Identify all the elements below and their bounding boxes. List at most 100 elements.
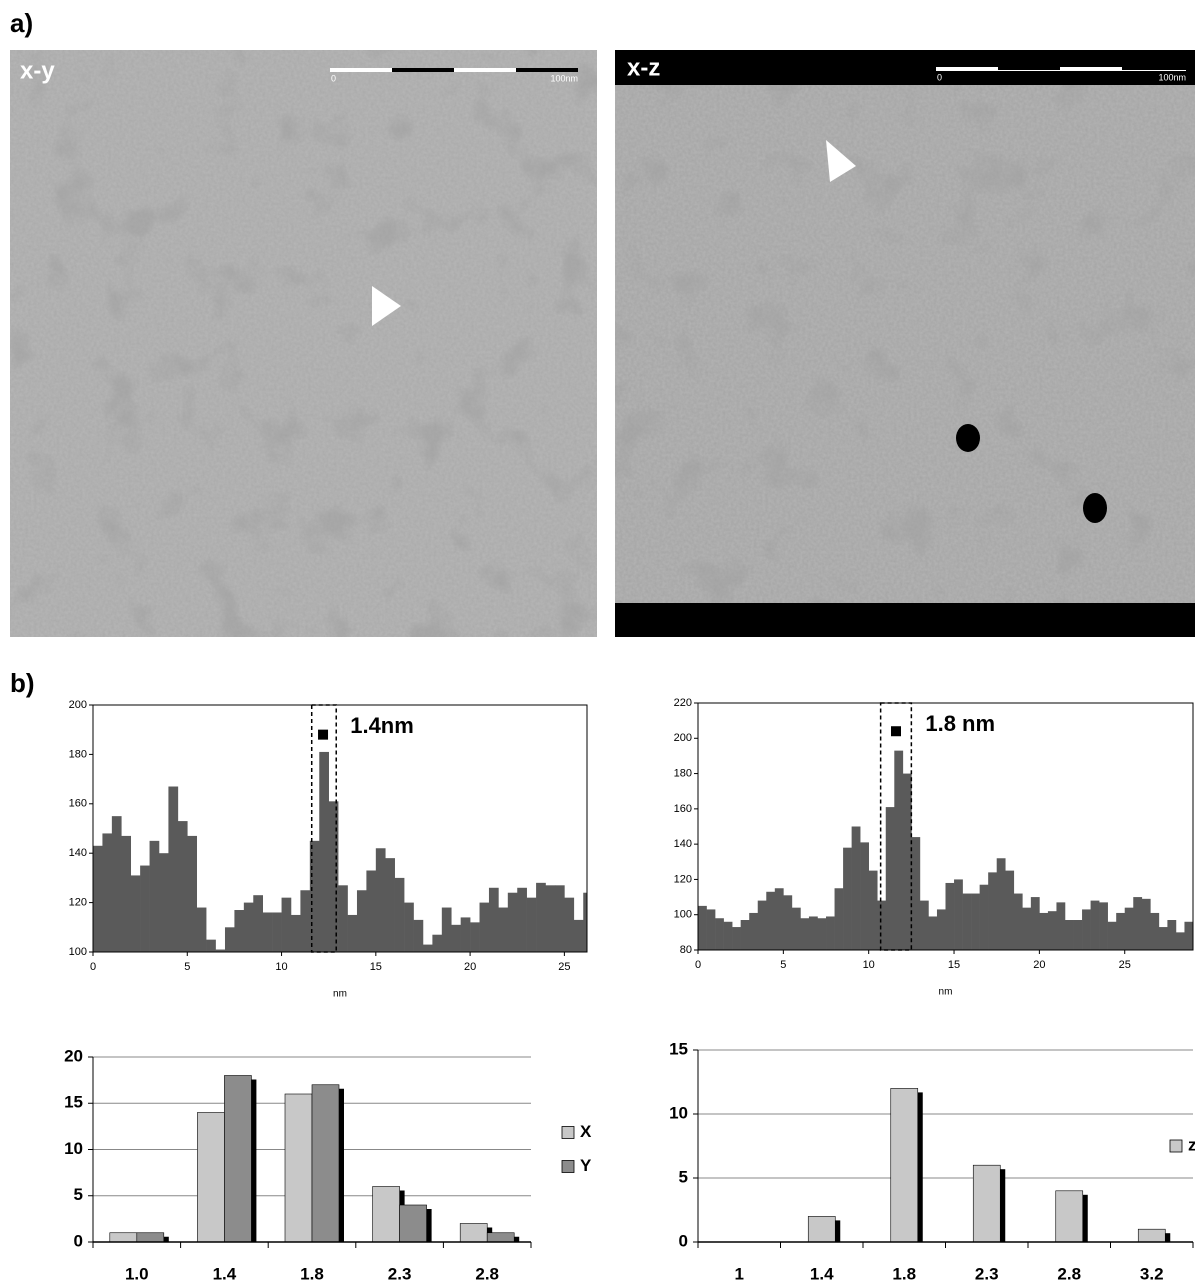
x-tick-label: 0 xyxy=(695,959,701,971)
histogram-bar xyxy=(451,925,461,952)
histogram-bar xyxy=(741,920,750,950)
bar xyxy=(460,1224,487,1243)
histogram-bar xyxy=(817,918,826,950)
bar xyxy=(973,1165,1000,1242)
histogram-bar xyxy=(1091,901,1100,950)
histogram-bar xyxy=(1031,897,1040,950)
histogram-bar xyxy=(470,922,480,952)
x-tick-label: 2.8 xyxy=(1057,1264,1081,1283)
scale-label: 100nm xyxy=(550,73,578,83)
histogram-bar xyxy=(517,888,527,952)
legend-label: Y xyxy=(580,1156,592,1175)
histogram-bar xyxy=(140,866,150,952)
histogram-bar xyxy=(792,908,801,950)
particle xyxy=(956,424,980,452)
x-tick-label: 1.0 xyxy=(125,1264,149,1283)
histogram-bar xyxy=(1150,913,1159,950)
bar xyxy=(487,1233,514,1242)
histogram-bar xyxy=(1108,922,1117,950)
histogram-bar xyxy=(1099,902,1108,950)
histogram-bar xyxy=(272,912,282,952)
y-tick-label: 140 xyxy=(69,847,87,859)
x-tick-label: 1.4 xyxy=(810,1264,834,1283)
y-tick-label: 180 xyxy=(69,748,87,760)
histogram-bar xyxy=(414,920,424,952)
x-tick-label: 1 xyxy=(735,1264,744,1283)
bar xyxy=(110,1233,137,1242)
histogram-bar xyxy=(775,888,784,950)
histogram-bar xyxy=(197,908,207,952)
histogram-bar xyxy=(1142,899,1151,950)
x-tick-label: 1.8 xyxy=(300,1264,324,1283)
histogram-bar xyxy=(1082,909,1091,950)
histogram-bar xyxy=(937,909,946,950)
histogram-bar xyxy=(809,916,818,950)
histogram-bar xyxy=(385,858,395,952)
histogram-bar xyxy=(1005,871,1014,950)
bar xyxy=(224,1076,251,1243)
histogram-bar xyxy=(461,917,471,952)
histogram-bar xyxy=(263,912,273,952)
histogram-bar xyxy=(546,885,556,952)
histogram-bar xyxy=(489,888,499,952)
legend-label: X xyxy=(580,1122,592,1141)
y-tick-label: 120 xyxy=(674,873,692,885)
y-tick-label: 180 xyxy=(674,767,692,779)
x-tick-label: 3.2 xyxy=(1140,1264,1164,1283)
histogram-bar xyxy=(178,821,188,952)
histogram-bar xyxy=(860,842,869,950)
legend-swatch xyxy=(562,1161,574,1173)
histogram-bar xyxy=(1074,920,1083,950)
panel-label: b) xyxy=(10,668,35,698)
y-tick-label: 80 xyxy=(680,944,692,956)
histogram-bar xyxy=(206,940,216,952)
histogram-bar xyxy=(300,890,310,952)
bar xyxy=(1056,1191,1083,1242)
histogram-bar xyxy=(954,879,963,950)
histogram-bar xyxy=(291,915,301,952)
histogram-bar xyxy=(1176,932,1185,950)
histogram-bar xyxy=(348,915,358,952)
x-tick-label: 25 xyxy=(1119,959,1131,971)
histogram-bar xyxy=(1159,927,1168,950)
histogram-bar xyxy=(319,752,329,952)
histogram-bar xyxy=(698,906,707,950)
histogram-bar xyxy=(442,908,452,952)
histogram-bar xyxy=(1065,920,1074,950)
histogram-bar xyxy=(1039,913,1048,950)
bar xyxy=(137,1233,164,1242)
histogram-bar xyxy=(928,916,937,950)
histogram-bar xyxy=(168,787,178,952)
histogram-bar xyxy=(102,833,112,952)
histogram-bar xyxy=(894,751,903,950)
legend-label: z xyxy=(1188,1135,1195,1154)
peak-marker xyxy=(318,730,328,740)
bar xyxy=(400,1205,427,1242)
y-tick-label: 100 xyxy=(69,946,87,958)
histogram-bar xyxy=(1116,913,1125,950)
scale-label: 0 xyxy=(937,72,942,82)
x-tick-label: 5 xyxy=(780,959,786,971)
histogram-bar xyxy=(877,901,886,950)
histogram-bar xyxy=(93,846,103,952)
scale-bar xyxy=(330,68,578,72)
bar xyxy=(891,1088,918,1242)
histogram-bar xyxy=(366,870,376,952)
x-tick-label: 15 xyxy=(948,959,960,971)
x-axis-label: nm xyxy=(333,989,347,1000)
x-tick-label: 25 xyxy=(558,961,570,973)
histogram-bar xyxy=(1125,908,1134,950)
histogram-bar xyxy=(946,883,955,950)
histogram-bar xyxy=(234,910,244,952)
bar xyxy=(373,1187,400,1243)
histogram-bar xyxy=(997,858,1006,950)
histogram-bar xyxy=(357,890,367,952)
histogram-bar xyxy=(911,837,920,950)
scale-label: 0 xyxy=(331,73,336,83)
histogram-bar xyxy=(800,918,809,950)
histogram-bar xyxy=(903,774,912,950)
histogram-bar xyxy=(758,901,767,950)
histogram-bar xyxy=(869,871,878,950)
histogram-bar xyxy=(112,816,122,952)
micrograph-xz: x-z 0 100nm xyxy=(615,50,1195,637)
